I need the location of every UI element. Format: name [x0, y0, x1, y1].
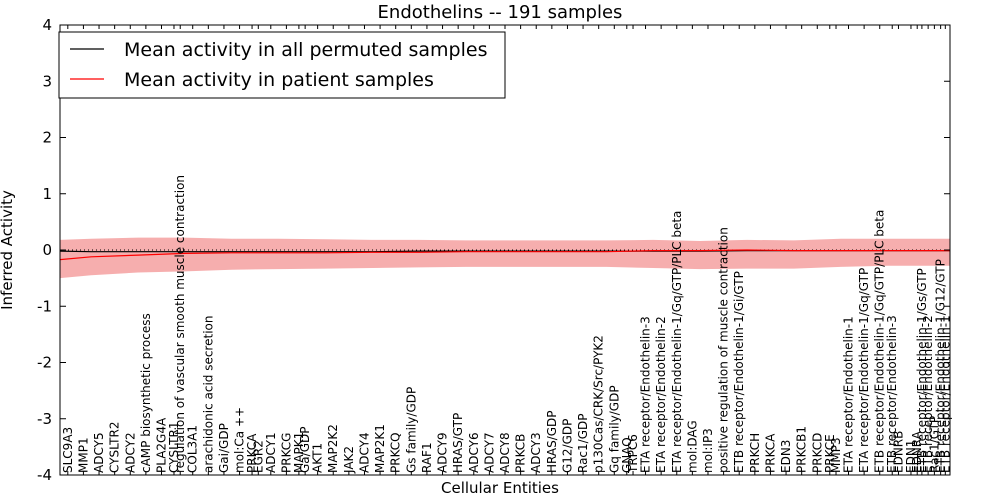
x-tick-label: Rac1/GTP — [927, 416, 941, 473]
y-tick-label: 0 — [42, 241, 52, 259]
x-axis: SLC9A3 MMP1 ADCY5 CYSLTR2 ADCY2 cAMP biosynth… — [61, 25, 952, 475]
y-tick-label: 1 — [42, 185, 52, 203]
x-tick-label: mol:IP3 — [701, 428, 715, 473]
x-tick-label: PRKCA — [763, 433, 777, 473]
x-tick-label: PRKCB — [514, 434, 528, 473]
x-tick-label: ETB receptor/Endothelin-1/G12/GTP — [934, 259, 948, 473]
x-tick-label: mol:Ca ++ — [233, 407, 247, 473]
x-tick-label: ADCY5 — [92, 432, 106, 473]
confidence-band-layer — [60, 237, 950, 279]
x-tick-label: ADCY9 — [436, 432, 450, 473]
legend: Mean activity in all permuted samples Me… — [58, 31, 506, 99]
y-tick-label: 3 — [42, 72, 52, 90]
x-tick-label: mol:DAG — [685, 420, 699, 473]
x-tick-label: MAP2K2 — [326, 424, 340, 473]
patient-variance-band — [60, 237, 950, 279]
x-tick-label: ETB receptor/Endothelin-1 — [938, 315, 952, 473]
x-tick-label: PRKCH — [748, 433, 762, 473]
x-tick-label: PRKCG — [279, 433, 293, 473]
x-tick-label: ADCY4 — [358, 432, 372, 473]
y-tick-label: -1 — [37, 297, 52, 315]
x-tick-label: ETB receptor/Endothelin-1/Gs/GTP — [915, 268, 929, 473]
legend-label-permuted: Mean activity in all permuted samples — [124, 39, 487, 61]
y-axis-label: Inferred Activity — [0, 190, 16, 310]
x-tick-label: CYSLTR1 — [167, 422, 181, 473]
y-tick-label: 2 — [42, 129, 52, 147]
x-tick-label: PRKCD — [810, 433, 824, 473]
x-tick-label: MAP2K1 — [373, 424, 387, 473]
y-axis: -4 -3 -2 -1 0 1 2 3 4 — [37, 16, 950, 484]
x-tick-label: MMP1 — [76, 437, 90, 473]
x-tick-label: MAPK1 — [292, 432, 306, 473]
x-tick-label: AKT1 — [311, 443, 325, 473]
x-tick-label: EDN1 — [904, 440, 918, 473]
series-layer — [59, 249, 950, 261]
x-tick-label: COL3A1 — [186, 425, 200, 473]
x-tick-label: ADCY2 — [123, 432, 137, 473]
chart-title: Endothelins -- 191 samples — [378, 2, 623, 23]
x-tick-label: ETA receptor/Endothelin-1/Gq/GTP — [857, 268, 871, 473]
y-tick-label: 4 — [42, 16, 52, 34]
x-tick-label: p130Cas/CRK/Src/PYK2 — [592, 335, 606, 473]
x-tick-label: ETA receptor/Endothelin-1/Gq/GTP/PLC bet… — [670, 211, 684, 473]
x-tick-label: Gai/GDP — [217, 423, 231, 473]
patient-mean-line — [59, 249, 950, 261]
x-tick-label: CYSLTR2 — [108, 422, 122, 473]
x-tick-label: ETB receptor/Endothelin-2 — [921, 315, 935, 473]
legend-label-patient: Mean activity in patient samples — [124, 69, 434, 91]
x-tick-label: HRAS/GDP — [545, 410, 559, 473]
x-tick-label: Ga/GDP — [298, 427, 312, 473]
x-tick-label: ADCY3 — [529, 432, 543, 473]
x-axis-label: Cellular Entities — [441, 479, 559, 497]
x-tick-label: PRKCA — [245, 433, 259, 473]
x-tick-label: EGR2 — [251, 440, 265, 473]
x-tick-label: RAF1 — [420, 442, 434, 473]
x-tick-label: ADCY6 — [467, 432, 481, 473]
x-tick-label: PRKCB1 — [795, 426, 809, 473]
x-tick-label: EDN3 — [779, 440, 793, 473]
x-tick-label: HRAS/GTP — [451, 413, 465, 473]
x-tick-label: SLC9A3 — [61, 427, 75, 473]
x-tick-label: ETB receptor/Endothelin-1/Gq/GTP/PLC bet… — [873, 210, 887, 473]
x-tick-label: PRKCQ — [389, 432, 403, 473]
y-tick-label: -2 — [37, 354, 52, 372]
x-tick-label: Gq family/GDP — [607, 385, 621, 473]
x-tick-label: arachidonic acid secretion — [201, 316, 215, 473]
x-tick-label: GNAQ — [620, 437, 634, 473]
x-tick-label: Gs family/GDP — [404, 387, 418, 473]
legend-frame — [58, 31, 506, 99]
x-tick-label: ADCY8 — [498, 432, 512, 473]
x-tick-label: EDNRB — [892, 431, 906, 473]
x-tick-label: JAK2 — [342, 446, 356, 474]
x-tick-label: ETA receptor/Endothelin-1 — [842, 316, 856, 473]
x-tick-label: positive regulation of muscle contractio… — [717, 227, 731, 473]
x-tick-label: cAMP biosynthetic process — [139, 313, 153, 473]
x-tick-label: ETB receptor/Endothelin-1/Gi/GTP — [732, 271, 746, 473]
y-tick-label: -3 — [37, 410, 52, 428]
x-tick-label: EDNRA — [910, 430, 924, 473]
x-tick-label: ADCY1 — [264, 432, 278, 473]
x-tick-label: MMP3 — [829, 437, 843, 473]
x-tick-label: ETA receptor/Endothelin-2 — [654, 316, 668, 473]
x-tick-label: regulation of vascular smooth muscle con… — [173, 175, 187, 473]
x-tick-label: TRPC6 — [626, 434, 640, 474]
x-tick-label: PLA2G4A — [155, 417, 169, 473]
x-tick-label: ETA receptor/Endothelin-3 — [639, 316, 653, 473]
x-tick-label: G12/GDP — [561, 419, 575, 473]
x-tick-label: ETB receptor/Endothelin-3 — [885, 315, 899, 473]
x-tick-label: PRKCE — [823, 434, 837, 473]
y-tick-label: -4 — [37, 466, 52, 484]
x-tick-label: ADCY7 — [482, 432, 496, 473]
x-tick-label: Rac1/GDP — [576, 414, 590, 473]
